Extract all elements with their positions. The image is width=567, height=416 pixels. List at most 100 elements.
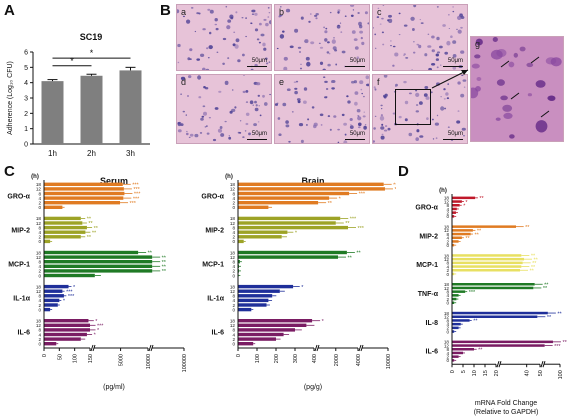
pointer-arrow [540, 110, 550, 118]
cell-nucleus [305, 124, 308, 126]
group-label: IL-1α [13, 296, 30, 303]
micrograph-tile: b 50μm [274, 4, 370, 71]
significance-marker: * [97, 328, 100, 334]
scale-bar [345, 138, 365, 140]
bar-IL-6-4h [452, 351, 463, 355]
cell-nucleus [203, 111, 207, 116]
hour-tick-label: 4 [38, 196, 41, 201]
cell-nucleus [262, 42, 266, 47]
cell-nucleus [222, 37, 227, 41]
significance-marker: ** [547, 315, 552, 321]
hour-tick-label: 8 [446, 289, 449, 294]
bar-IL-8-8h [452, 319, 470, 322]
x-tick-label: 10000 [386, 354, 392, 369]
hour-tick-label: 0 [38, 205, 41, 210]
hour-tick-label: 2 [446, 354, 449, 359]
cell-nucleus [364, 124, 367, 126]
x-tick-label: 20 [494, 370, 500, 376]
cell-nucleus [177, 129, 182, 133]
bar-GRO-α-0h [238, 205, 269, 209]
cell-nucleus [264, 102, 268, 106]
bar-MIP-2-12h [44, 221, 83, 225]
significance-marker: *** [562, 340, 567, 346]
cell-nucleus [354, 101, 358, 106]
hour-tick-label: 8 [232, 260, 235, 265]
bar-MCP-1-2h [452, 269, 520, 272]
bar-MIP-2-12h [238, 221, 336, 225]
cell-nucleus [435, 58, 439, 61]
cell-nucleus [289, 45, 294, 49]
cell-nucleus [196, 58, 200, 61]
x-axis-label: (Relative to GAPDH) [474, 409, 539, 416]
cell-nucleus [234, 106, 237, 109]
hour-tick-label: 12 [230, 187, 236, 192]
hour-tick-label: 2 [232, 337, 235, 342]
cell-nucleus [431, 35, 435, 39]
group-label: IL-6 [18, 330, 31, 337]
bar-IL-6-0h [452, 359, 455, 362]
cell-nucleus [333, 37, 335, 39]
cell-nucleus [244, 130, 247, 132]
cell-nucleus [220, 133, 225, 137]
cell-nucleus [443, 98, 446, 100]
cell-nucleus [250, 68, 254, 70]
cell-nucleus [381, 31, 384, 34]
cell-nucleus [229, 110, 233, 114]
bar-GRO-α-2h [238, 201, 319, 205]
cell-nucleus [185, 114, 187, 116]
x-tick-label: 300 [293, 354, 299, 363]
cell-nucleus [431, 49, 435, 53]
cell-nucleus [446, 97, 450, 100]
scale-bar-label: 50μm [349, 131, 365, 137]
x-tick-label: 5 [461, 370, 467, 373]
cell-nucleus [323, 26, 325, 29]
cell-nucleus [227, 57, 230, 60]
cell-nucleus [367, 22, 369, 25]
hour-tick-label: 8 [446, 203, 449, 208]
hour-tick-label: 4 [232, 332, 235, 337]
bar-MIP-2-0h [238, 239, 244, 244]
cell-nucleus [434, 122, 439, 126]
cell-nucleus [336, 24, 341, 29]
axis-break-mark [542, 361, 546, 368]
x-tick-label: 200 [274, 354, 280, 363]
group-label: IL-6 [212, 330, 225, 337]
bar-IL-1α-4h [44, 298, 60, 303]
cell-nucleus [311, 106, 315, 109]
hour-tick-label: 2 [232, 269, 235, 274]
cell-nucleus [219, 126, 223, 129]
cell-nucleus [373, 86, 376, 89]
cell-nucleus [300, 139, 304, 143]
cell-nucleus [180, 76, 186, 81]
cell-nucleus [216, 51, 219, 53]
cell-nucleus [452, 40, 457, 44]
cell-nucleus [177, 61, 180, 64]
cell-nucleus [361, 92, 363, 95]
bar-TNF-α-0h [452, 301, 455, 304]
cell-nucleus [357, 116, 362, 121]
cell-nucleus [354, 91, 359, 95]
group-label: GRO-α [415, 205, 438, 212]
cell-nucleus [207, 8, 211, 11]
hour-tick-label: 4 [38, 298, 41, 303]
x-tick-label: 100 [255, 354, 261, 363]
cell-nucleus [415, 92, 420, 97]
cell-nucleus [443, 88, 446, 91]
cell-nucleus [202, 28, 206, 31]
bar-IL-6-2h [44, 337, 81, 341]
bar-IL-1α-0h [44, 307, 51, 312]
scale-bar [247, 65, 267, 67]
hour-tick-label: 12 [230, 255, 236, 260]
micrograph-tile: a 50μm [176, 4, 272, 71]
cell-nucleus [234, 44, 239, 49]
bar-GRO-α-0h [452, 215, 455, 218]
significance-marker: ** [92, 230, 97, 236]
hour-tick-label: 4 [232, 264, 235, 269]
cell-nucleus [263, 47, 267, 51]
cell-nucleus [288, 140, 291, 143]
cell-nucleus [535, 120, 548, 133]
hour-tick-label: 4 [232, 230, 235, 235]
cell-nucleus [349, 125, 354, 129]
hour-tick-label: 12 [444, 228, 450, 233]
significance-marker: ** [94, 226, 99, 232]
